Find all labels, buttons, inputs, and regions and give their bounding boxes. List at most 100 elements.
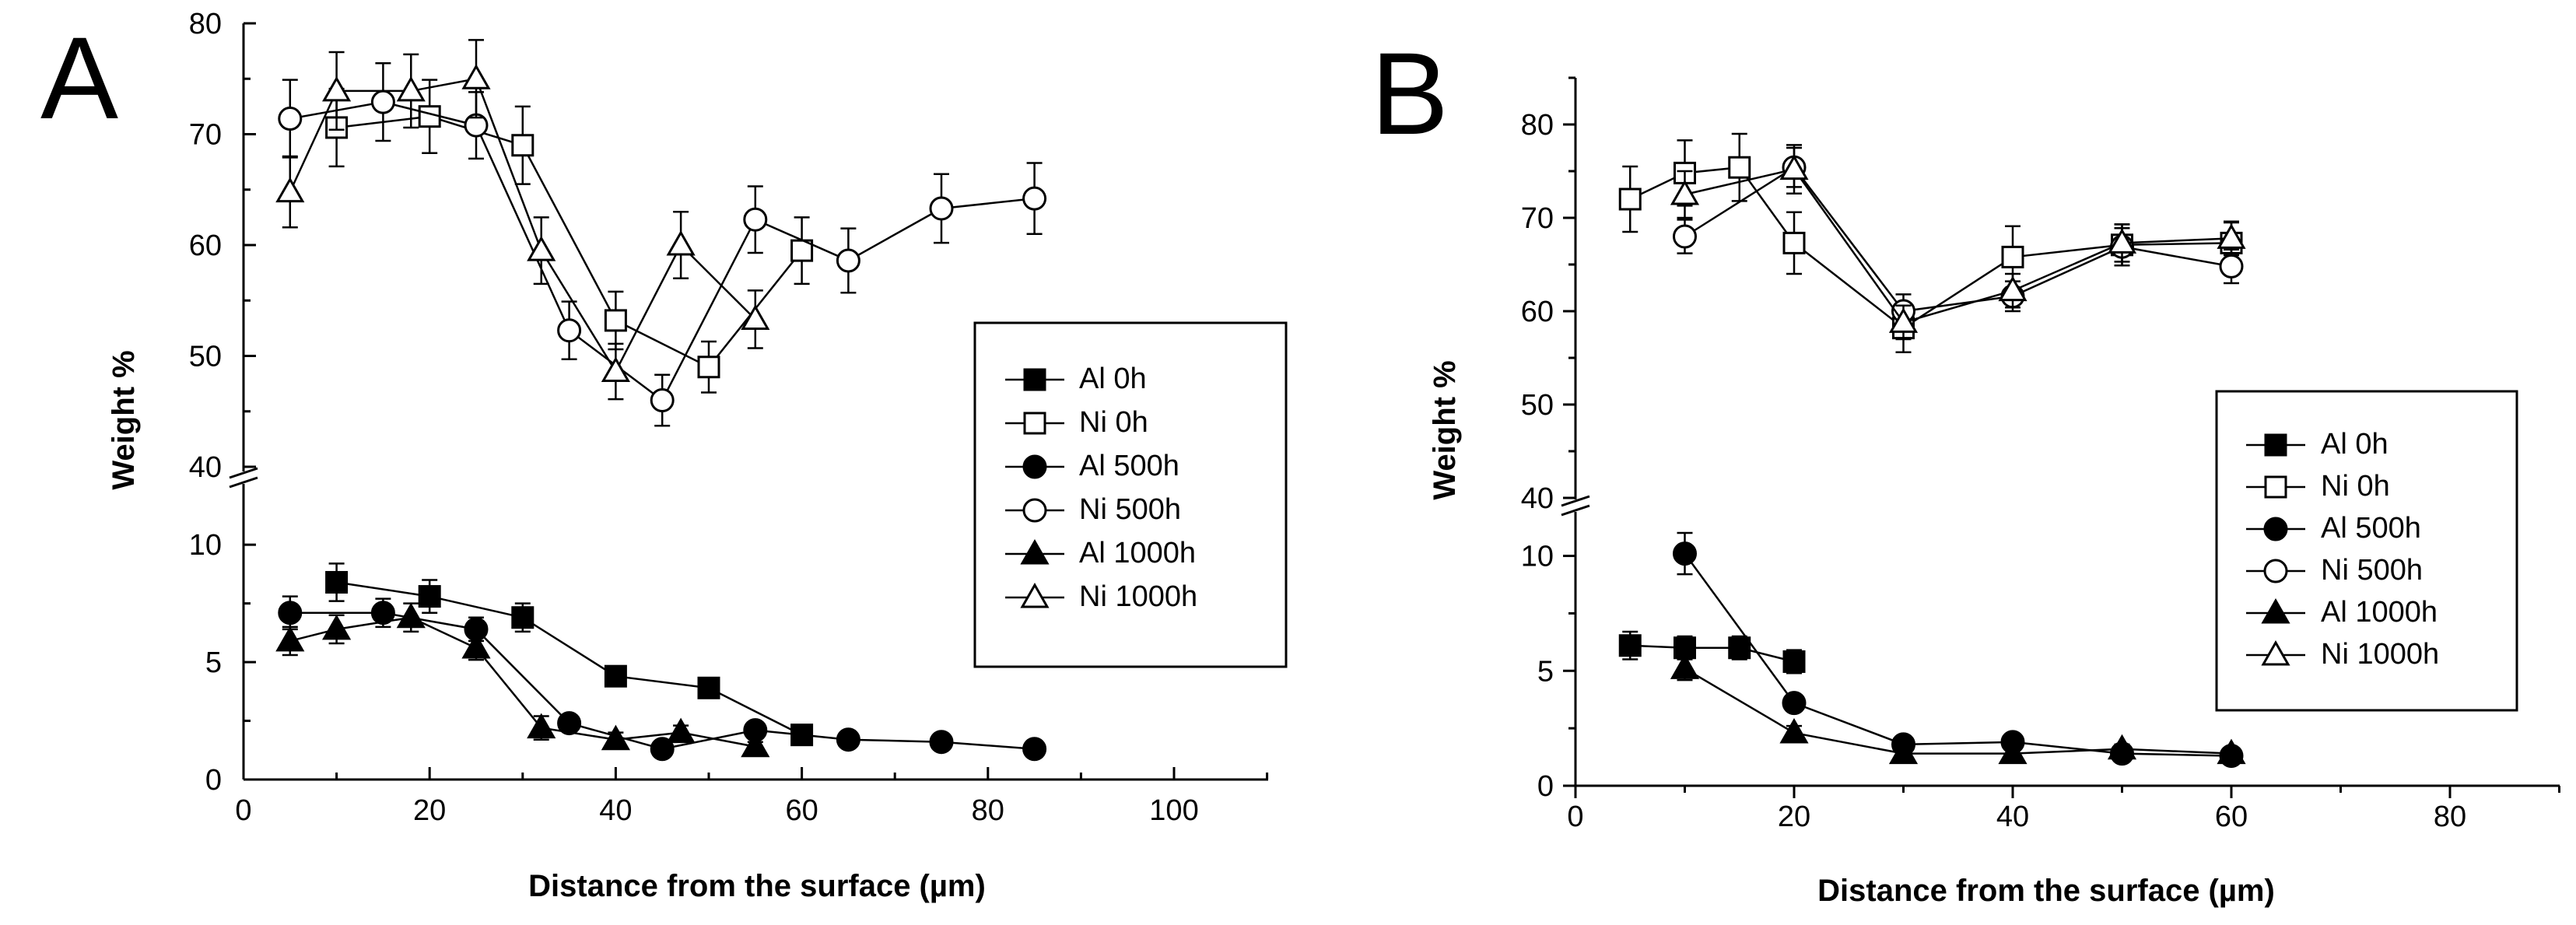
panel-a-series-ni-500h xyxy=(278,62,1047,427)
panel-a-point-al-0h xyxy=(325,570,349,594)
panel-b-legend-label-ni-1000h: Ni 1000h xyxy=(2321,638,2439,671)
panel-a-point-ni-500h xyxy=(1022,186,1047,211)
panel-b-point-ni-500h xyxy=(2219,254,2244,279)
panel-b-y-tick-label: 70 xyxy=(1521,202,1554,235)
panel-b-legend: Al 0h Ni 0h Al 500h Ni 500h Al 1000h Ni … xyxy=(2215,390,2518,712)
panel-b-point-ni-0h xyxy=(1782,231,1806,254)
panel-a-series-line-al-0h xyxy=(336,581,803,736)
panel-a-legend-marker-ni-1000h xyxy=(1020,582,1050,608)
panel-a-point-ni-0h xyxy=(697,356,720,379)
panel-b-y-axis-title: Weight % xyxy=(1428,360,1462,499)
panel-b-series-line-al-1000h xyxy=(1684,667,2232,755)
panel-a-point-al-1000h xyxy=(527,713,556,739)
panel-b-series-line-ni-1000h xyxy=(1684,168,2232,324)
panel-a-legend-label-al-500h: Al 500h xyxy=(1079,450,1179,482)
panel-a-legend-label-al-1000h: Al 1000h xyxy=(1079,537,1196,569)
panel-a-point-ni-1000h xyxy=(275,177,305,203)
panel-a-legend-marker-ni-0h xyxy=(1023,412,1046,435)
panel-a-y-tick-label: 80 xyxy=(189,8,222,40)
panel-a-point-ni-1000h xyxy=(741,304,770,330)
panel-a-point-al-0h xyxy=(511,606,534,629)
panel-a-point-al-1000h xyxy=(741,731,770,758)
panel-a-series-ni-1000h xyxy=(275,39,770,401)
panel-a-y-tick-label: 0 xyxy=(205,764,222,797)
panel-a-y-tick-label: 40 xyxy=(189,451,222,484)
panel-b-x-tick-label: 80 xyxy=(2434,801,2466,833)
panel-a-point-al-500h xyxy=(370,601,395,625)
panel-a-point-ni-0h xyxy=(418,105,441,128)
panel-b-legend-marker-al-1000h xyxy=(2261,597,2290,624)
panel-b-series-ni-0h xyxy=(1618,132,2243,354)
panel-b-axis-break-mark xyxy=(1561,504,1590,517)
panel-b-series-ni-1000h xyxy=(1670,144,2246,341)
panel-b-legend-marker-al-0h xyxy=(2264,433,2287,457)
panel-b-point-al-1000h xyxy=(1998,738,2028,765)
panel-a-axes: 0 20 40 60 80 100 0 5 10 40 50 60 70 80 xyxy=(189,8,1269,827)
panel-a-legend-label-ni-1000h: Ni 1000h xyxy=(1079,580,1197,613)
panel-b-y-tick-label: 5 xyxy=(1537,655,1554,688)
panel-b-legend-label-al-1000h: Al 1000h xyxy=(2321,596,2438,629)
panel-a-point-ni-0h xyxy=(511,134,534,157)
panel-a-y-tick-label: 5 xyxy=(205,646,222,679)
panel-a-legend-marker-ni-500h xyxy=(1022,498,1047,523)
panel-a-point-al-1000h xyxy=(396,602,426,629)
panel-b-y-tick-label: 10 xyxy=(1521,541,1554,573)
panel-a-point-al-1000h xyxy=(461,632,491,659)
panel-b-x-tick-label: 0 xyxy=(1567,801,1583,833)
panel-b-letter: B xyxy=(1371,28,1449,159)
panel-b-x-tick-label: 60 xyxy=(2215,801,2248,833)
panel-b-point-al-1000h xyxy=(2107,734,2137,760)
panel-a-x-tick-label: 60 xyxy=(785,794,818,827)
panel-b-y-tick-label: 0 xyxy=(1537,770,1554,803)
panel-a-legend-marker-al-1000h xyxy=(1020,538,1050,565)
panel-a-point-ni-1000h xyxy=(322,75,352,102)
panel-a-y-tick-label: 60 xyxy=(189,229,222,262)
panel-b-axes: 0 20 40 60 80 0 5 10 40 50 60 70 80 xyxy=(1521,76,2560,833)
panel-b-legend-marker-ni-500h xyxy=(2263,559,2288,583)
panel-a: A Distance from the surface (µm) Weight … xyxy=(40,8,1288,903)
panel-b-legend-label-al-500h: Al 500h xyxy=(2321,512,2421,545)
panel-b-series-line-ni-500h xyxy=(1684,166,2232,313)
panel-b-point-al-0h xyxy=(1728,636,1751,660)
panel-a-axis-break-mark xyxy=(229,467,258,479)
panel-a-y-tick-label: 70 xyxy=(189,119,222,152)
panel-a-point-al-500h xyxy=(278,601,303,625)
panel-a-point-al-0h xyxy=(604,664,627,688)
panel-a-series-al-500h xyxy=(278,595,1047,762)
panel-b-point-al-500h xyxy=(1782,691,1807,716)
panel-a-legend-label-ni-500h: Ni 500h xyxy=(1079,493,1181,526)
panel-a-legend-marker-al-500h xyxy=(1022,454,1047,479)
panel-b-series-al-0h xyxy=(1618,630,1806,674)
panel-a-point-al-500h xyxy=(557,711,582,736)
panel-a-point-al-500h xyxy=(836,727,860,752)
panel-b-point-al-1000h xyxy=(1888,738,1919,765)
panel-a-point-al-1000h xyxy=(322,614,352,640)
panel-b-legend-marker-ni-1000h xyxy=(2261,639,2290,666)
panel-b-y-tick-label: 50 xyxy=(1521,389,1554,422)
panel-a-series-line-al-500h xyxy=(289,611,1035,751)
panel-a-x-tick-label: 40 xyxy=(599,794,632,827)
panel-a-y-axis-title: Weight % xyxy=(107,350,141,489)
panel-b-series-ni-500h xyxy=(1673,146,2244,329)
panel-a-series-al-0h xyxy=(325,562,814,747)
panel-a-x-tick-label: 20 xyxy=(413,794,446,827)
panel-b-y-tick-label: 60 xyxy=(1521,296,1554,328)
panel-b-point-al-1000h xyxy=(2217,738,2246,765)
panel-a-point-ni-1000h xyxy=(527,236,556,261)
panel-b-point-ni-1000h xyxy=(1670,179,1700,205)
panel-a-x-tick-label: 80 xyxy=(972,794,1004,827)
panel-a-y-tick-label: 10 xyxy=(189,529,222,562)
panel-a-point-al-1000h xyxy=(666,717,696,744)
panel-a-legend: Al 0h Ni 0h Al 500h Ni 500h Al 1000h Ni … xyxy=(973,321,1288,668)
panel-b-point-ni-0h xyxy=(2001,245,2024,268)
panel-a-point-al-1000h xyxy=(601,724,630,751)
panel-b-point-ni-1000h xyxy=(2217,223,2246,249)
panel-b-legend-marker-ni-0h xyxy=(2264,475,2287,499)
panel-a-point-ni-500h xyxy=(278,107,303,131)
panel-a-point-ni-0h xyxy=(604,309,627,332)
panel-b-point-ni-1000h xyxy=(2107,228,2137,254)
panel-a-point-al-0h xyxy=(697,676,720,699)
panel-b-axis-break-mark xyxy=(1561,495,1590,507)
panel-a-point-ni-500h xyxy=(557,318,582,343)
panel-b-point-ni-1000h xyxy=(1888,307,1919,333)
